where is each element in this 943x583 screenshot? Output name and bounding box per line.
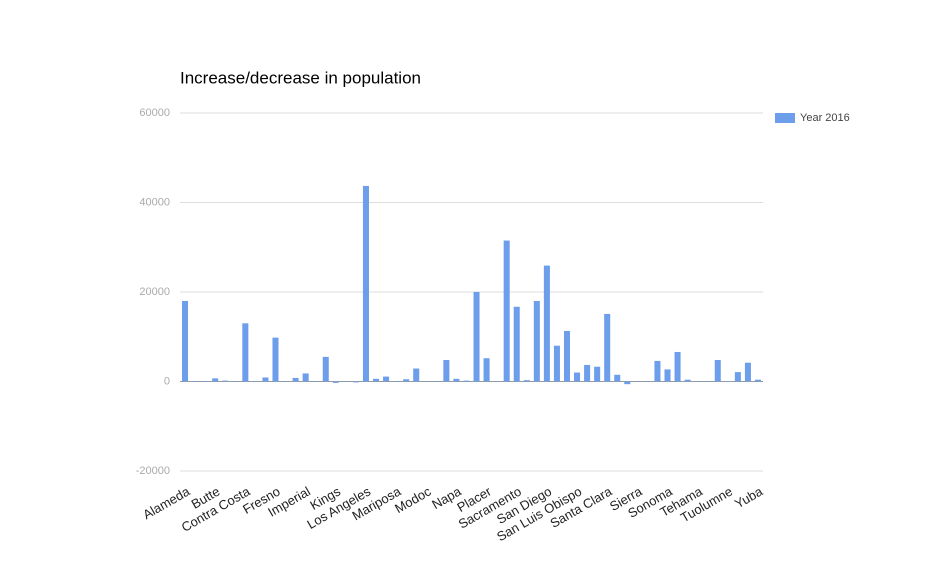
bar: [624, 381, 631, 385]
bar: [443, 360, 450, 382]
bar: [413, 368, 420, 382]
bar: [332, 381, 339, 383]
bar: [734, 372, 741, 382]
y-tick-label: 20000: [139, 286, 170, 298]
bar: [212, 378, 219, 382]
bar: [372, 378, 380, 382]
bar: [322, 356, 329, 382]
bar: [453, 378, 460, 382]
bar: [533, 300, 540, 382]
bar: [493, 381, 500, 382]
bar: [594, 366, 601, 382]
y-tick-label: -20000: [136, 465, 170, 477]
bar: [282, 381, 289, 382]
bar: [403, 379, 410, 382]
bar: [423, 381, 430, 382]
bar: [252, 381, 259, 382]
bar: [473, 292, 480, 382]
bar: [242, 323, 249, 382]
bar: [553, 345, 560, 382]
bar: [342, 381, 349, 382]
x-tick-label: Alameda: [140, 483, 193, 522]
bar: [584, 364, 591, 382]
bar: [674, 351, 681, 382]
bar: [352, 381, 359, 383]
bar: [523, 380, 530, 382]
bar: [694, 381, 701, 382]
bar: [312, 381, 319, 382]
bar: [232, 381, 239, 382]
bar: [192, 381, 199, 382]
bar: [574, 372, 581, 382]
bar: [503, 240, 510, 382]
y-tick-label: 0: [164, 375, 170, 387]
y-tick-label: 60000: [139, 107, 170, 119]
bar: [262, 377, 269, 382]
bar: [704, 381, 711, 382]
bar: [383, 376, 390, 382]
bar: [654, 360, 661, 382]
bar: [714, 360, 721, 382]
bar: [664, 369, 671, 382]
bar: [393, 381, 400, 382]
bar: [272, 337, 279, 382]
bar: [302, 373, 309, 382]
legend-swatch: [775, 113, 795, 123]
bar: [634, 381, 641, 382]
bar: [222, 380, 229, 382]
bar: [202, 381, 209, 382]
bar: [543, 265, 550, 382]
bar: [292, 377, 299, 382]
bar: [563, 330, 571, 382]
bar: [513, 306, 520, 382]
x-tick-label: Yuba: [732, 483, 766, 511]
bar: [362, 185, 369, 382]
chart-title: Increase/decrease in population: [180, 68, 421, 87]
bar: [744, 362, 751, 382]
bar: [604, 313, 611, 382]
bar: [724, 381, 731, 382]
bar: [614, 374, 621, 382]
bar: [463, 380, 470, 382]
legend-label: Year 2016: [800, 112, 850, 124]
bar: [483, 358, 490, 382]
y-tick-label: 40000: [139, 196, 170, 208]
bar: [684, 379, 691, 382]
bar: [433, 381, 440, 382]
bar: [754, 379, 761, 382]
bar: [182, 300, 189, 382]
bar: [644, 381, 651, 382]
